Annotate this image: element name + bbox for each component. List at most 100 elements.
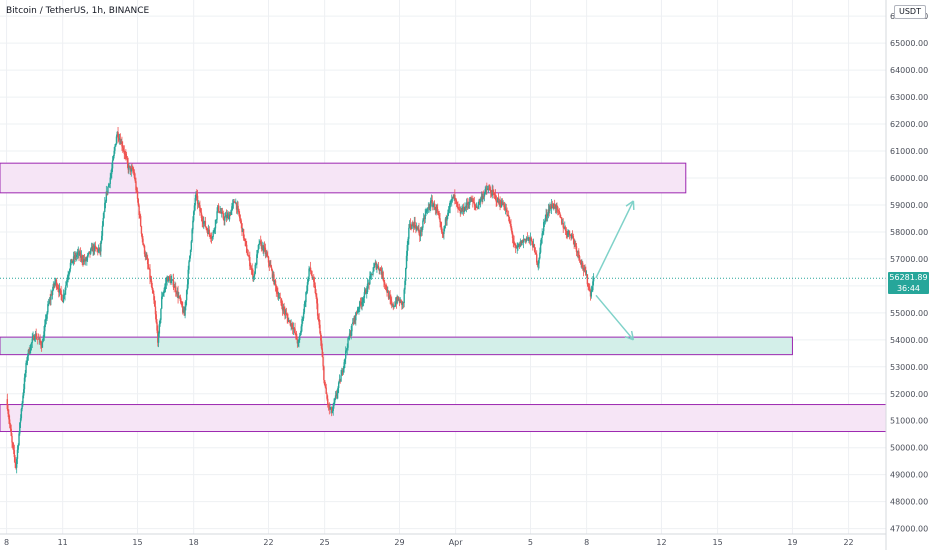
candle-body	[576, 251, 578, 253]
candle-body	[72, 261, 74, 263]
candle-body	[191, 229, 193, 242]
candle-body	[337, 382, 340, 389]
candle-body	[300, 326, 302, 333]
candle-body	[175, 286, 177, 293]
candle-body	[366, 292, 368, 294]
candle-body	[572, 236, 575, 240]
candle-body	[330, 407, 332, 409]
candle-body	[175, 292, 178, 295]
candle-body	[308, 268, 310, 277]
price-tick-label: 60000.00	[890, 174, 928, 183]
candle-body	[9, 424, 12, 429]
candle-body	[215, 219, 217, 221]
candle-body	[37, 338, 40, 340]
candle-body	[534, 247, 536, 253]
candle-body	[434, 209, 437, 211]
candle-body	[545, 214, 547, 219]
candle-body	[267, 256, 270, 263]
candle-body	[96, 248, 98, 250]
candle-body	[417, 228, 419, 230]
candle-body	[201, 217, 203, 222]
candle-body	[485, 188, 487, 190]
candle-body	[44, 324, 46, 332]
time-tick-label: 22	[263, 538, 273, 547]
candle-body	[525, 239, 527, 241]
candle-body	[497, 198, 500, 203]
candle-body	[570, 235, 572, 238]
candle-body	[575, 246, 578, 252]
candle-body	[150, 280, 153, 287]
price-tick-label: 64000.00	[890, 66, 928, 75]
candle-body	[321, 348, 324, 357]
candle-body	[258, 243, 260, 245]
candle-body	[284, 310, 286, 314]
candle-body	[210, 238, 213, 240]
candle-body	[325, 387, 327, 394]
candle-body	[261, 245, 263, 249]
candle-body	[328, 405, 331, 409]
candle-body	[199, 205, 201, 212]
candle-body	[113, 150, 115, 156]
support-zone	[0, 336, 793, 356]
candle-body	[121, 141, 123, 147]
candle-body	[70, 259, 72, 263]
candle-body	[234, 202, 236, 204]
candle-body	[238, 214, 241, 219]
candle-body	[360, 302, 362, 305]
candle-body	[473, 202, 476, 205]
currency-button[interactable]: USDT	[894, 5, 926, 19]
time-tick-label: 5	[528, 538, 533, 547]
candle-body	[477, 204, 479, 208]
candle-body	[458, 209, 461, 211]
candle-body	[200, 212, 203, 218]
candle-body	[516, 246, 518, 248]
candle-body	[316, 296, 318, 304]
candle-body	[29, 350, 31, 354]
candle-body	[419, 230, 422, 237]
candle-body	[87, 253, 90, 255]
candle-body	[446, 216, 448, 221]
candle-body	[136, 190, 138, 191]
candle-body	[514, 244, 516, 245]
candle-body	[93, 246, 95, 252]
time-tick-label: 22	[843, 538, 853, 547]
candle-body	[470, 197, 472, 202]
candle-body	[479, 200, 481, 203]
candle-body	[179, 297, 182, 302]
candle-body	[124, 153, 126, 155]
candle-body	[314, 285, 316, 293]
candle-body	[207, 229, 210, 235]
candle-body	[155, 314, 157, 323]
candle-body	[228, 214, 230, 220]
candle-body	[348, 338, 350, 339]
candle-body	[130, 168, 132, 172]
candle-body	[160, 308, 162, 320]
projection-arrow-head	[624, 335, 634, 341]
candle-body	[420, 230, 423, 232]
candle-body	[135, 181, 137, 191]
candle-body	[257, 244, 260, 251]
current-price-value: 56281.89	[889, 273, 928, 282]
candle-body	[203, 221, 205, 224]
candle-body	[304, 302, 306, 304]
candle-body	[548, 209, 550, 211]
candle-body	[303, 303, 306, 313]
candle-body	[131, 168, 133, 169]
candle-body	[297, 341, 299, 344]
candle-body	[334, 395, 337, 399]
candle-body	[186, 284, 189, 291]
candle-body	[353, 316, 355, 323]
candle-body	[313, 281, 316, 286]
candle-body	[592, 281, 594, 291]
candle-body	[445, 218, 447, 221]
candle-body	[34, 333, 37, 338]
candle-body	[88, 251, 90, 254]
price-tick-label: 49000.00	[890, 471, 928, 480]
candle-body	[132, 168, 134, 172]
candle-body	[157, 330, 159, 343]
price-tick-label: 50000.00	[890, 444, 928, 453]
candle-body	[133, 172, 136, 178]
candle-body	[91, 246, 94, 252]
